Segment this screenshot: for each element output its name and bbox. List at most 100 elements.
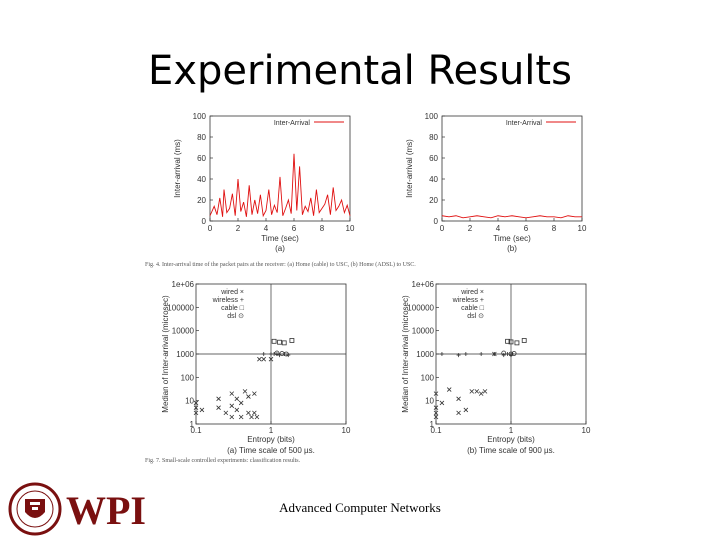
plot-frame <box>209 115 351 222</box>
x-axis-label: Entropy (bits) <box>247 435 295 444</box>
legend-entry: dsl ⊙ <box>227 313 244 320</box>
point-wired <box>234 396 240 402</box>
x-tick-label: 0 <box>208 224 213 233</box>
y-tick-label: 80 <box>197 133 206 142</box>
point-wired <box>246 394 251 399</box>
y-axis-label: Median of Inter-arrival (microsec) <box>161 295 170 413</box>
x-tick-label: 1 <box>269 426 274 435</box>
point-wired <box>229 403 235 409</box>
point-wired <box>216 396 221 402</box>
y-tick-label: 0 <box>202 217 207 226</box>
point-wired <box>234 407 240 413</box>
point-wired <box>433 410 439 416</box>
y-tick-label: 20 <box>197 196 206 205</box>
x-axis-label: Entropy (bits) <box>487 435 535 444</box>
point-cable <box>277 339 282 345</box>
x-tick-label: 10 <box>582 426 591 435</box>
y-tick-label: 60 <box>429 154 438 163</box>
y-tick-label: 20 <box>429 196 438 205</box>
y-tick-label: 100000 <box>167 303 194 312</box>
slide-title: Experimental Results <box>148 48 572 94</box>
point-wired <box>242 389 248 394</box>
point-wired <box>433 391 439 396</box>
y-tick-label: 1e+06 <box>412 280 435 289</box>
y-tick-label: 100 <box>425 112 439 121</box>
x-tick-label: 10 <box>578 224 587 233</box>
sub-label: (a) Time scale of 500 µs. <box>227 446 315 455</box>
point-wired <box>254 414 260 420</box>
y-axis-label: Inter-arrival (ms) <box>405 139 414 198</box>
point-wired <box>433 405 439 410</box>
y-axis-label: Median of Inter-arrival (microsec) <box>401 295 410 413</box>
point-wired <box>223 410 229 416</box>
x-tick-label: 2 <box>236 224 241 233</box>
point-cable <box>505 338 510 344</box>
point-wired <box>193 405 199 410</box>
y-tick-label: 100 <box>193 112 207 121</box>
y-tick-label: 1000 <box>416 350 434 359</box>
point-wired <box>446 387 452 392</box>
x-tick-label: 0 <box>440 224 445 233</box>
y-tick-label: 1000 <box>176 350 194 359</box>
y-tick-label: 1e+06 <box>172 280 195 289</box>
figure-d: 0.1 1 10 1 10 100 1000 10000 100000 1e+06 wired × w… <box>400 278 600 458</box>
figure-c: 0.1 1 10 1 10 100 1000 10000 100000 1e+06 wired × w… <box>160 278 360 458</box>
y-tick-label: 10000 <box>172 327 195 336</box>
point-wired <box>456 396 461 402</box>
point-cable <box>289 338 295 343</box>
point-wired <box>252 410 257 416</box>
caption-bottom: Fig. 7. Small-scale controlled experimen… <box>145 458 301 464</box>
point-wired <box>261 356 267 362</box>
legend-entry: wireless + <box>212 297 244 304</box>
legend-label: Inter-Arrival <box>274 120 311 127</box>
point-wired <box>463 407 469 413</box>
point-wired <box>469 389 475 394</box>
y-tick-label: 40 <box>429 175 438 184</box>
point-wired <box>193 410 199 416</box>
point-wired <box>268 356 274 362</box>
y-tick-label: 0 <box>434 217 439 226</box>
point-wired <box>478 391 484 396</box>
logo-text: WPI <box>66 488 146 533</box>
y-tick-label: 10000 <box>412 327 435 336</box>
series-line-inter-arrival <box>441 215 582 219</box>
point-wired <box>193 400 199 406</box>
x-tick-label: 6 <box>524 224 529 233</box>
y-tick-label: 100 <box>181 373 195 382</box>
point-wired <box>439 400 445 406</box>
y-tick-label: 10 <box>425 397 434 406</box>
point-wireless <box>456 353 461 358</box>
y-tick-label: 60 <box>197 154 206 163</box>
x-tick-label: 8 <box>320 224 325 233</box>
y-axis-label: Inter-arrival (ms) <box>173 139 182 198</box>
point-dsl <box>279 351 285 356</box>
sub-label: (b) <box>507 244 517 253</box>
point-wired <box>229 414 235 420</box>
point-dsl <box>511 351 517 356</box>
wpi-logo: WPI <box>8 482 178 536</box>
point-cable <box>521 338 527 343</box>
legend-entry: wired × <box>220 289 244 296</box>
figure-a: 0 2 4 6 8 10 0 20 40 60 80 100 Inter-Arrival Time (se… <box>170 108 360 258</box>
x-axis-label: Time (sec) <box>493 234 531 243</box>
x-tick-label: 0.1 <box>190 426 202 435</box>
y-tick-label: 1 <box>430 420 435 429</box>
y-tick-label: 100000 <box>407 303 434 312</box>
point-wired <box>216 405 221 410</box>
point-dsl <box>501 350 507 356</box>
x-tick-label: 4 <box>496 224 501 233</box>
legend-entry: wired × <box>460 289 484 296</box>
y-tick-label: 80 <box>429 133 438 142</box>
point-wired <box>238 414 244 420</box>
point-wireless <box>261 352 266 356</box>
legend-entry: cable □ <box>221 305 245 312</box>
x-tick-label: 0.1 <box>430 426 442 435</box>
y-tick-label: 40 <box>197 175 206 184</box>
x-axis-label: Time (sec) <box>261 234 299 243</box>
point-cable <box>514 340 520 346</box>
legend-label: Inter-Arrival <box>506 120 543 127</box>
point-wireless <box>463 352 468 356</box>
y-tick-label: 1 <box>190 420 195 429</box>
